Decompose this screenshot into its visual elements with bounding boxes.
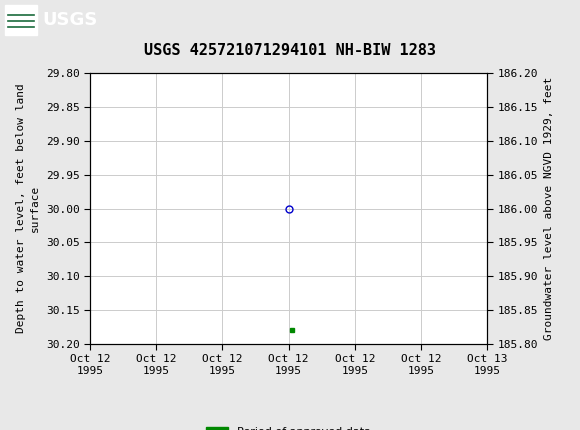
Y-axis label: Depth to water level, feet below land
surface: Depth to water level, feet below land su… [16,84,40,333]
Text: USGS: USGS [42,11,97,29]
Text: USGS 425721071294101 NH-BIW 1283: USGS 425721071294101 NH-BIW 1283 [144,43,436,58]
Bar [5,5,37,35]
Y-axis label: Groundwater level above NGVD 1929, feet: Groundwater level above NGVD 1929, feet [543,77,554,340]
Legend: Period of approved data: Period of approved data [202,423,376,430]
